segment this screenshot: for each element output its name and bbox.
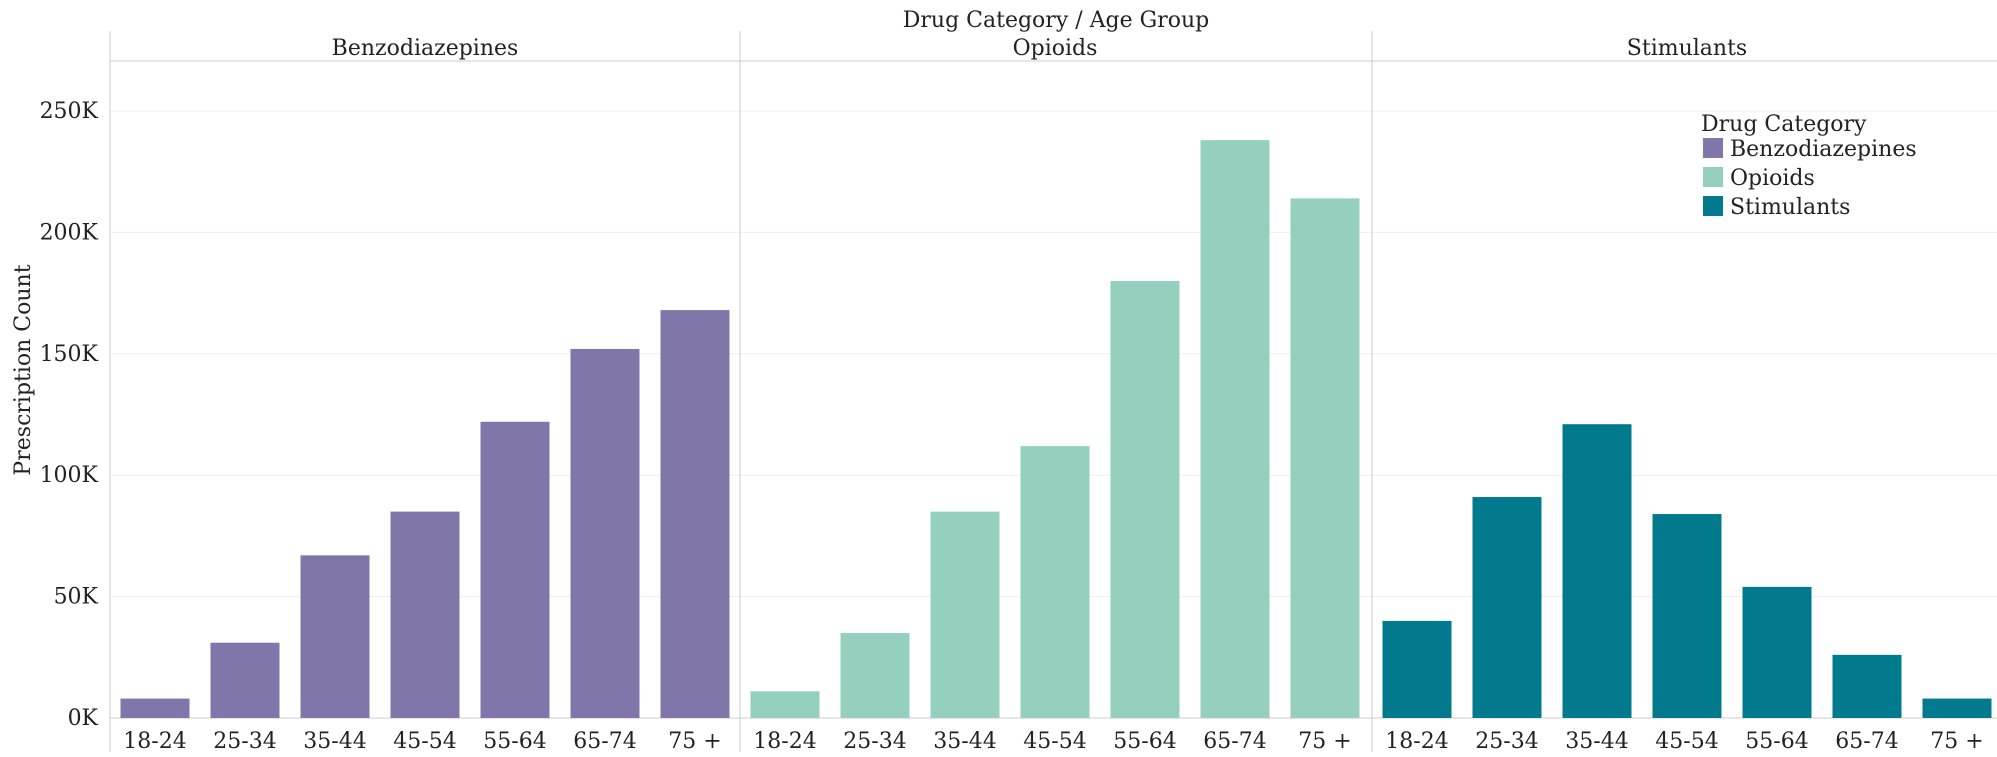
- bar: [480, 421, 550, 718]
- y-tick-label: 250K: [40, 99, 99, 124]
- x-tick-label: 65-74: [573, 729, 636, 752]
- x-tick-label: 55-64: [1113, 729, 1176, 752]
- y-tick-label: 200K: [40, 220, 99, 245]
- x-tick-label: 18-24: [123, 729, 186, 752]
- panel-title: Benzodiazepines: [332, 36, 519, 61]
- bars: [120, 140, 1992, 719]
- legend-title: Drug Category: [1701, 112, 1867, 137]
- bar: [1382, 620, 1452, 718]
- y-tick-label: 0K: [68, 706, 99, 731]
- bar: [1020, 446, 1090, 718]
- panel-title: Opioids: [1013, 36, 1098, 61]
- bar: [570, 348, 640, 718]
- legend-label: Stimulants: [1730, 195, 1850, 220]
- bar: [210, 642, 280, 718]
- x-tick-label: 45-54: [1655, 729, 1718, 752]
- x-tick-label: 75 +: [1298, 729, 1351, 752]
- bar: [1922, 698, 1992, 718]
- y-axis-ticks: 0K 50K 100K 150K 200K 250K: [40, 99, 99, 731]
- x-tick-label: 18-24: [753, 729, 816, 752]
- y-tick-label: 50K: [54, 585, 99, 610]
- bar: [660, 310, 730, 718]
- x-tick-label: 65-74: [1835, 729, 1898, 752]
- x-tick-label: 25-34: [213, 729, 276, 752]
- legend-swatch: [1703, 196, 1723, 216]
- x-tick-label: 75 +: [668, 729, 721, 752]
- x-tick-label: 55-64: [483, 729, 546, 752]
- bar: [1472, 497, 1542, 718]
- bar: [840, 633, 910, 718]
- y-axis-title: Prescription Count: [11, 264, 36, 475]
- x-tick-label: 18-24: [1385, 729, 1448, 752]
- y-tick-label: 100K: [40, 463, 99, 488]
- bar: [750, 691, 820, 718]
- x-tick-label: 35-44: [933, 729, 996, 752]
- legend-swatch: [1703, 167, 1723, 187]
- bar: [930, 511, 1000, 718]
- legend-swatch: [1703, 138, 1723, 158]
- legend-label: Benzodiazepines: [1730, 137, 1917, 162]
- x-tick-label: 35-44: [1565, 729, 1628, 752]
- x-tick-label: 75 +: [1930, 729, 1983, 752]
- bar: [300, 555, 370, 718]
- x-tick-label: 25-34: [843, 729, 906, 752]
- x-axis-ticks: 18-24 25-34 35-44 45-54 55-64 65-74 75 + 18-24 2…: [123, 729, 1983, 754]
- chart-title: Drug Category / Age Group: [903, 8, 1209, 33]
- y-tick-label: 150K: [40, 342, 99, 367]
- legend: Drug Category Benzodiazepines Opioids Stim…: [1701, 112, 1917, 220]
- x-tick-label: 35-44: [303, 729, 366, 752]
- x-tick-label: 25-34: [1475, 729, 1538, 752]
- bar: [1832, 654, 1902, 718]
- facet-panels: Benzodiazepines Opioids Stimulants: [109, 31, 1997, 752]
- x-tick-label: 45-54: [393, 729, 456, 752]
- x-tick-label: 65-74: [1203, 729, 1266, 752]
- bar: [1110, 280, 1180, 718]
- legend-label: Opioids: [1730, 166, 1815, 191]
- x-tick-label: 45-54: [1023, 729, 1086, 752]
- bar: [1742, 586, 1812, 718]
- bar: [390, 511, 460, 718]
- bar: [1562, 424, 1632, 718]
- bar: [1652, 514, 1722, 718]
- bar: [120, 698, 190, 718]
- bar: [1200, 140, 1270, 719]
- x-tick-label: 55-64: [1745, 729, 1808, 752]
- bar: [1290, 198, 1360, 718]
- panel-title: Stimulants: [1627, 36, 1747, 61]
